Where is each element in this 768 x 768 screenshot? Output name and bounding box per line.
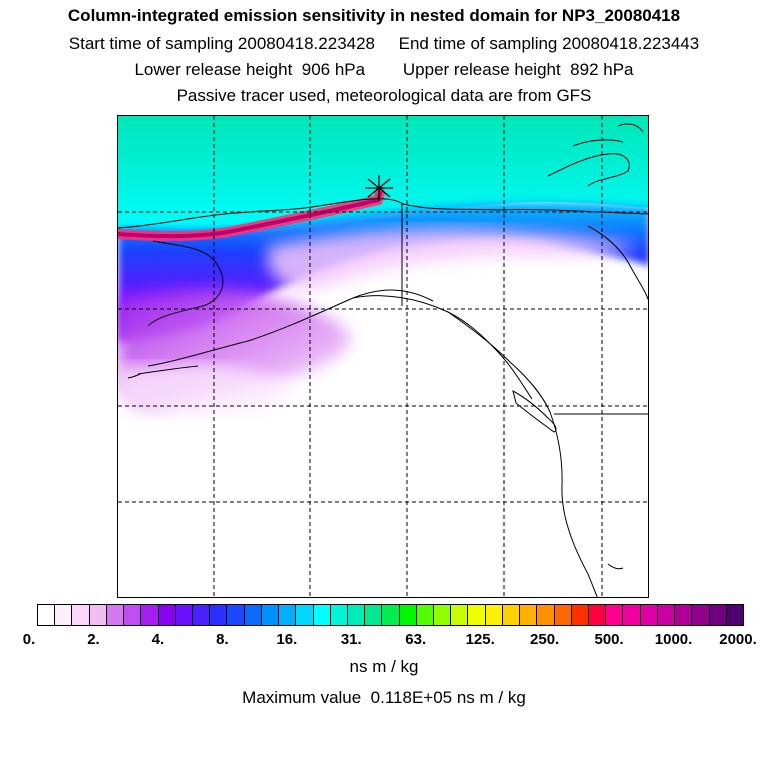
colorbar-swatch — [571, 605, 589, 625]
end-value: 20080418.223443 — [562, 34, 700, 53]
colorbar-swatch — [485, 605, 503, 625]
colorbar-swatch — [589, 605, 607, 625]
coast-vancouver-island — [512, 390, 557, 433]
colorbar-swatch — [623, 605, 641, 625]
map-panel — [117, 115, 649, 598]
upper-label: Upper release height — [402, 60, 561, 79]
coast-southwest-islands — [607, 563, 624, 570]
end-label: End time of sampling — [398, 34, 558, 53]
sensitivity-plume-light — [268, 228, 638, 290]
coast-alaska-peninsula — [147, 289, 434, 367]
colorbar-tick-label: 16. — [276, 631, 298, 648]
colorbar-swatch — [416, 605, 435, 625]
colorbar-tick-label: 8. — [216, 631, 229, 648]
upper-value: 892 hPa — [570, 60, 634, 79]
colorbar-tick-label: 63. — [405, 631, 427, 648]
coast-gulf — [352, 295, 533, 400]
colorbar-swatch — [227, 605, 245, 625]
colorbar-tick-label: 31. — [340, 631, 362, 648]
colorbar-tick-label: 500. — [594, 631, 624, 648]
colorbar-swatch — [313, 605, 331, 625]
release-point-marker — [365, 175, 393, 201]
colorbar-swatch — [279, 605, 297, 625]
colorbar-tick-label: 1000. — [654, 631, 693, 648]
colorbar-swatch — [554, 605, 572, 625]
colorbar-swatch — [106, 605, 125, 625]
coastline — [118, 123, 648, 597]
maximum-value: Maximum value 0.118E+05 ns m / kg — [0, 688, 768, 708]
coast-arctic-islands — [547, 123, 644, 187]
lower-label: Lower release height — [134, 60, 293, 79]
colorbar-swatch — [726, 605, 743, 625]
colorbar-swatch — [192, 605, 211, 625]
sampling-times: Start time of sampling 20080418.223428 E… — [0, 34, 768, 54]
coast-bc — [447, 311, 598, 597]
colorbar-swatch — [141, 605, 159, 625]
plot-title: Column-integrated emission sensitivity i… — [67, 6, 681, 25]
coast-alaska-west — [147, 240, 224, 327]
lower-value: 906 hPa — [301, 60, 366, 79]
colorbar-tick-label: 0. — [22, 631, 36, 648]
colorbar — [37, 604, 744, 626]
max-label: Maximum value — [242, 688, 362, 707]
graticule — [118, 116, 648, 597]
colorbar-swatch — [89, 605, 107, 625]
coast-aleutians — [127, 365, 199, 379]
colorbar-swatch — [675, 605, 693, 625]
colorbar-tick-label: 2000. — [719, 631, 757, 648]
start-label: Start time of sampling — [68, 34, 234, 53]
colorbar-swatch — [365, 605, 383, 625]
sensitivity-field-upper — [118, 116, 648, 234]
colorbar-units: ns m / kg — [349, 657, 419, 676]
colorbar-swatch — [692, 605, 710, 625]
colorbar-swatch — [399, 605, 417, 625]
colorbar-swatch — [261, 605, 280, 625]
coast-hudson — [587, 225, 648, 301]
colorbar-tick-label: 4. — [151, 631, 165, 648]
colorbar-swatch — [38, 605, 56, 625]
colorbar-swatch — [502, 605, 521, 625]
colorbar-swatch — [657, 605, 676, 625]
colorbar-swatch — [72, 605, 90, 625]
colorbar-swatch — [468, 605, 486, 625]
colorbar-swatch — [520, 605, 538, 625]
coast-alaska-north — [118, 198, 648, 229]
max-value: 0.118E+05 ns m / kg — [370, 688, 526, 707]
colorbar-swatch — [347, 605, 366, 625]
colorbar-tick-labels: 0. 2. 4. 8. 16. 31. 63. 125. 250. 500. 1000. 2000. — [0, 631, 768, 651]
colorbar-swatch — [382, 605, 400, 625]
colorbar-swatch — [175, 605, 193, 625]
tracer-note: Passive tracer used, meteorological data… — [176, 86, 592, 105]
colorbar-swatch — [451, 605, 469, 625]
colorbar-swatch — [606, 605, 624, 625]
colorbar-swatch — [158, 605, 176, 625]
release-heights: Lower release height 906 hPa Upper relea… — [0, 60, 768, 80]
colorbar-swatch — [640, 605, 658, 625]
colorbar-swatch — [210, 605, 228, 625]
start-value: 20080418.223428 — [237, 34, 376, 53]
colorbar-swatch — [244, 605, 262, 625]
colorbar-swatch — [434, 605, 452, 625]
colorbar-tick-label: 125. — [465, 631, 495, 648]
colorbar-swatch — [124, 605, 142, 625]
colorbar-swatch — [55, 605, 73, 625]
trajectory-line-core — [118, 191, 382, 239]
colorbar-swatch — [537, 605, 555, 625]
colorbar-swatch — [296, 605, 314, 625]
sensitivity-plume-fringe — [118, 364, 290, 415]
colorbar-tick-label: 250. — [530, 631, 560, 648]
colorbar-tick-label: 2. — [87, 631, 100, 648]
colorbar-swatch — [709, 605, 727, 625]
map-canvas — [118, 116, 648, 597]
colorbar-swatch — [330, 605, 348, 625]
